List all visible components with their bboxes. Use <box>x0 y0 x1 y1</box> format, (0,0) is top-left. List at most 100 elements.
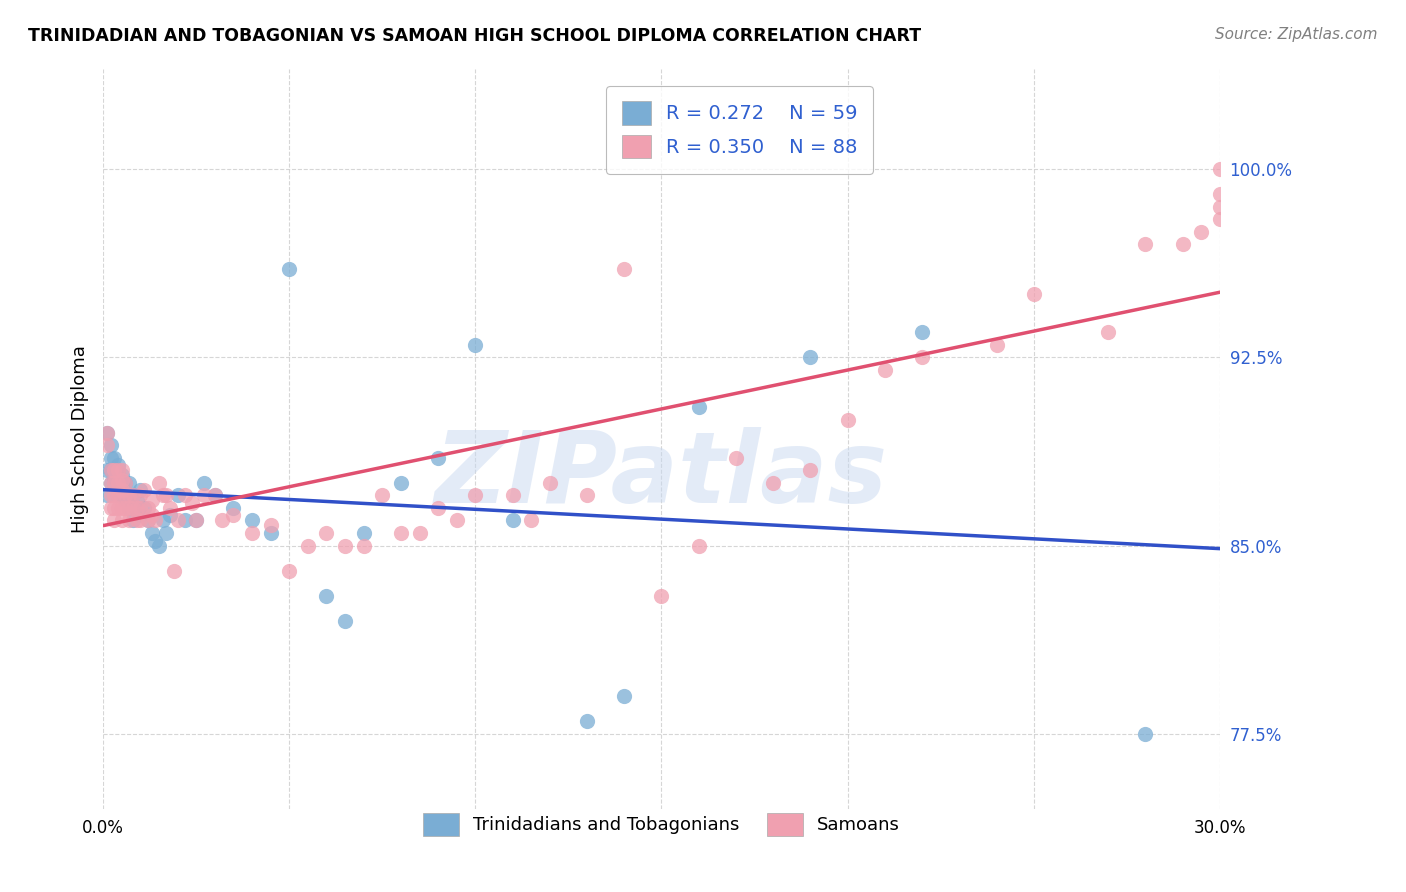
Point <box>762 475 785 490</box>
Point <box>259 526 281 541</box>
Point <box>278 262 301 277</box>
Point <box>141 526 163 541</box>
Point <box>1171 237 1194 252</box>
Point <box>103 475 125 490</box>
Point <box>408 526 430 541</box>
Point <box>107 475 129 490</box>
Point <box>389 526 412 541</box>
Point <box>186 513 208 527</box>
Point <box>114 488 136 502</box>
Point <box>181 496 204 510</box>
Point <box>111 513 134 527</box>
Point <box>186 513 208 527</box>
Point <box>114 475 136 490</box>
Point <box>111 473 134 487</box>
Point <box>122 513 145 527</box>
Point <box>297 539 319 553</box>
Point <box>193 475 215 490</box>
Point <box>520 513 543 527</box>
Point <box>136 513 159 527</box>
Point <box>873 363 896 377</box>
Point <box>118 488 141 502</box>
Point <box>111 463 134 477</box>
Point <box>278 564 301 578</box>
Point <box>103 471 125 485</box>
Point <box>100 463 122 477</box>
Point <box>132 483 155 498</box>
Point <box>107 463 129 477</box>
Point <box>259 518 281 533</box>
Point <box>538 475 561 490</box>
Point <box>122 500 145 515</box>
Point <box>96 425 118 440</box>
Point <box>1097 325 1119 339</box>
Point <box>100 463 122 477</box>
Point <box>222 508 245 523</box>
Point <box>100 463 122 477</box>
Point <box>114 500 136 515</box>
Point <box>129 508 152 523</box>
Point <box>688 539 710 553</box>
Point <box>122 488 145 502</box>
Point <box>96 488 118 502</box>
Text: TRINIDADIAN AND TOBAGONIAN VS SAMOAN HIGH SCHOOL DIPLOMA CORRELATION CHART: TRINIDADIAN AND TOBAGONIAN VS SAMOAN HIG… <box>28 27 921 45</box>
Point <box>143 513 166 527</box>
Point <box>333 614 356 628</box>
Point <box>143 533 166 548</box>
Point <box>100 438 122 452</box>
Point <box>193 488 215 502</box>
Point <box>1209 161 1232 176</box>
Point <box>986 337 1008 351</box>
Point <box>132 500 155 515</box>
Point <box>107 488 129 502</box>
Point <box>166 513 188 527</box>
Point <box>107 500 129 515</box>
Point <box>389 475 412 490</box>
Point <box>1022 287 1045 301</box>
Point <box>613 689 636 703</box>
Point <box>118 500 141 515</box>
Point <box>100 500 122 515</box>
Point <box>353 539 375 553</box>
Point <box>136 500 159 515</box>
Y-axis label: High School Diploma: High School Diploma <box>72 345 89 533</box>
Point <box>204 488 226 502</box>
Point <box>118 475 141 490</box>
Point <box>96 463 118 477</box>
Point <box>837 413 859 427</box>
Point <box>1189 225 1212 239</box>
Point <box>911 350 934 364</box>
Point <box>125 500 148 515</box>
Point <box>502 488 524 502</box>
Point <box>1209 200 1232 214</box>
Point <box>1209 187 1232 202</box>
Point <box>446 513 468 527</box>
Point <box>1209 212 1232 227</box>
Point <box>576 714 599 729</box>
Point <box>103 463 125 477</box>
Point <box>103 463 125 477</box>
Point <box>96 438 118 452</box>
Point <box>136 513 159 527</box>
Point <box>125 513 148 527</box>
Point <box>427 500 450 515</box>
Point <box>103 475 125 490</box>
Point <box>100 450 122 465</box>
Point <box>96 425 118 440</box>
Point <box>688 401 710 415</box>
Point <box>111 483 134 498</box>
Point <box>103 488 125 502</box>
Point <box>163 564 186 578</box>
Point <box>100 475 122 490</box>
Point <box>174 488 197 502</box>
Point <box>371 488 394 502</box>
Point <box>118 513 141 527</box>
Point <box>174 513 197 527</box>
Point <box>111 468 134 483</box>
Point <box>103 450 125 465</box>
Point <box>911 325 934 339</box>
Point <box>159 500 181 515</box>
Point <box>155 526 177 541</box>
Point <box>125 493 148 508</box>
Point <box>148 539 170 553</box>
